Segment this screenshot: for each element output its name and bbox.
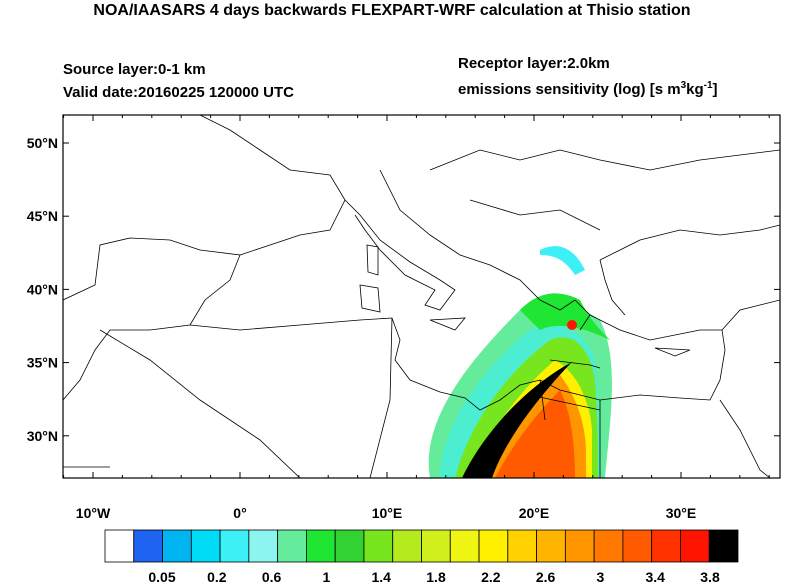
- colorbar-swatch: [536, 529, 566, 563]
- colorbar-swatch: [277, 529, 307, 563]
- valid-date: Valid date:20160225 120000 UTC: [63, 84, 294, 101]
- colorbar-swatch: [104, 529, 135, 563]
- colorbar-label: 0.6: [262, 569, 282, 585]
- colorbar-swatch: [363, 529, 394, 563]
- colorbar-swatch: [449, 529, 480, 563]
- colorbar-swatch: [190, 529, 221, 563]
- plume: [428, 246, 612, 478]
- units-text: emissions sensitivity (log) [s m: [458, 81, 681, 98]
- lon-label: 10°W: [76, 505, 111, 521]
- colorbar-label: 1.4: [371, 569, 391, 585]
- colorbar-label: 1: [323, 569, 331, 585]
- map-content: [63, 115, 780, 478]
- colorbar-label: 3.4: [645, 569, 665, 585]
- lat-label: 45°N: [27, 208, 58, 224]
- lat-label: 30°N: [27, 428, 58, 444]
- colorbar-swatch: [593, 529, 624, 563]
- source-layer: Source layer:0-1 km: [63, 61, 206, 78]
- lon-label: 20°E: [519, 505, 550, 521]
- units-sup: 3: [681, 80, 687, 91]
- lon-label: 30°E: [666, 505, 697, 521]
- colorbar-swatch: [133, 529, 163, 563]
- units: emissions sensitivity (log) [s m3kg-1]: [458, 80, 718, 98]
- colorbar-swatch: [622, 529, 653, 563]
- colorbar-swatch: [392, 529, 422, 563]
- map-axes: 50°N 45°N 40°N 35°N 30°N 10°W 0° 10°E 20°E 30°E: [27, 115, 780, 521]
- map-frame: [62, 114, 781, 479]
- units-mid: kg: [686, 81, 704, 98]
- colorbar-swatch: [478, 529, 509, 563]
- colorbar-swatch: [651, 529, 681, 563]
- colorbar-swatch: [507, 529, 537, 563]
- colorbar-swatch: [162, 529, 192, 563]
- colorbar-swatch: [708, 529, 739, 563]
- title: NOA/IAASARS 4 days backwards FLEXPART-WR…: [93, 2, 690, 19]
- lat-label: 50°N: [27, 135, 58, 151]
- colorbar-swatch: [219, 529, 250, 563]
- units-end: ]: [713, 81, 718, 98]
- map: 50°N 45°N 40°N 35°N 30°N 10°W 0° 10°E 20°E 30°E: [27, 114, 781, 521]
- colorbar-label: 0.2: [207, 569, 227, 585]
- receptor-layer: Receptor layer:2.0km: [458, 55, 610, 72]
- colorbar-label: 3: [597, 569, 605, 585]
- colorbar-label: 3.8: [700, 569, 720, 585]
- lat-label: 40°N: [27, 281, 58, 297]
- colorbar-label: 1.8: [426, 569, 446, 585]
- lon-label: 0°: [233, 505, 246, 521]
- lon-label: 10°E: [372, 505, 403, 521]
- colorbar-swatch: [334, 529, 365, 563]
- colorbar-swatch: [564, 529, 595, 563]
- units-sup: -1: [704, 80, 713, 91]
- colorbar-swatch: [248, 529, 279, 563]
- colorbar-label: 2.6: [536, 569, 556, 585]
- colorbar-swatch: [306, 529, 336, 563]
- colorbar-swatch: [680, 529, 710, 563]
- colorbar-label: 0.05: [148, 569, 175, 585]
- colorbar-label: 2.2: [481, 569, 501, 585]
- lat-label: 35°N: [27, 355, 58, 371]
- colorbar-swatch: [421, 529, 451, 563]
- colorbar: 0.05 0.2 0.6 1 1.4 1.8 2.2 2.6 3 3.4 3.8: [104, 529, 739, 585]
